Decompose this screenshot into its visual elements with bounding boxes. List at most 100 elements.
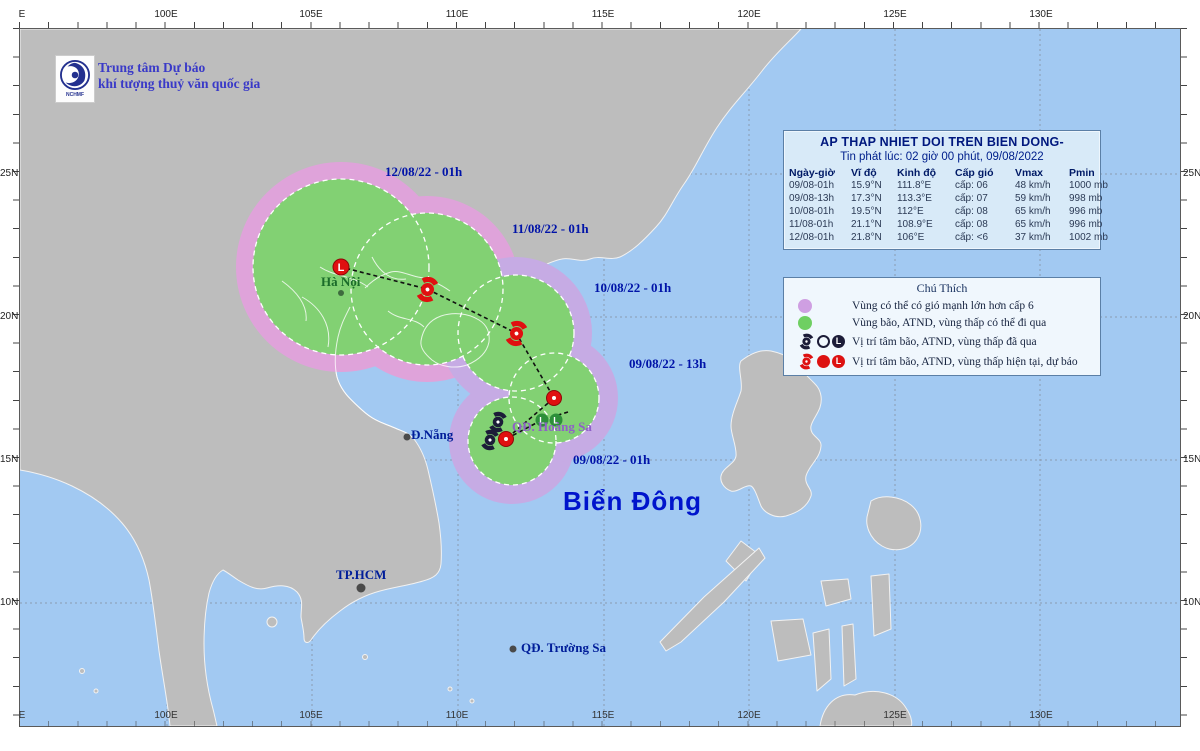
bulletin-table-cell: 111.8°E — [897, 180, 932, 191]
lon-label: 130E — [1029, 9, 1053, 20]
lat-ticks-right — [1181, 28, 1187, 727]
legend-box: Chú Thích Vùng có thể có gió mạnh lớn hơ… — [783, 277, 1101, 376]
bulletin-table-body: 09/08-01h 15.9°N 111.8°E cấp: 06 48 km/h 1000… — [789, 179, 1108, 244]
bulletin-table-cell: 37 km/h — [1015, 232, 1051, 243]
bulletin-table-cell: 19.5°N — [851, 206, 882, 217]
lon-ticks-bottom — [19, 721, 1181, 727]
bulletin-table-cell: cấp: 08 — [955, 219, 988, 230]
bulletin-table-cell: 21.8°N — [851, 232, 882, 243]
bulletin-table-cell: 106°E — [897, 232, 925, 243]
legend-label: Vị trí tâm bão, ATND, vùng thấp hiện tại… — [852, 355, 1078, 368]
legend-item: Vùng bão, ATND, vùng thấp có thể đi qua — [790, 316, 1094, 330]
lon-label: 110E — [445, 710, 469, 721]
track-date-label: 09/08/22 - 01h — [573, 452, 651, 467]
track-date-label: 12/08/22 - 01h — [385, 164, 463, 179]
past-low-icon: L — [549, 413, 563, 427]
past-low-icon: L — [535, 413, 549, 427]
lat-ticks-left — [13, 28, 19, 727]
forecast-atnd-icon — [546, 390, 562, 406]
lon-ticks-top — [19, 22, 1181, 28]
track-date-label: 10/08/22 - 01h — [594, 280, 672, 295]
legend-label: Vùng bão, ATND, vùng thấp có thể đi qua — [852, 317, 1047, 329]
bulletin-table-cell: 998 mb — [1069, 193, 1103, 204]
bulletin-column-header: Vĩ độ — [851, 167, 877, 179]
bulletin-table-cell: 996 mb — [1069, 206, 1103, 217]
bulletin-table-header: Ngày-giờ Vĩ độ Kinh độ Cấp gió Vmax Pmin — [789, 167, 1095, 179]
legend-label: Vị trí tâm bão, ATND, vùng thấp đã qua — [852, 335, 1037, 348]
lon-label: 130E — [1029, 710, 1053, 721]
city-label: Hà Nội — [321, 274, 361, 289]
bulletin-info-box: AP THAP NHIET DOI TREN BIEN DONG- Tin ph… — [783, 130, 1108, 250]
bulletin-table-row: 10/08-01h 19.5°N 112°E cấp: 08 65 km/h 996 mb — [789, 205, 1102, 218]
bulletin-table-cell: 11/08-01h — [789, 219, 834, 230]
past-low-icon: L — [832, 335, 845, 348]
bulletin-table-row: 09/08-13h 17.3°N 113.3°E cấp: 07 59 km/h 998 … — [789, 192, 1102, 205]
current-atnd-icon — [817, 355, 830, 368]
lat-label: 10N — [1183, 597, 1200, 608]
bulletin-column-header: Ngày-giờ — [789, 167, 835, 179]
uncertainty-circles — [252, 178, 600, 486]
city-label: QĐ. Trường Sa — [521, 640, 606, 655]
bulletin-table-cell: 108.9°E — [897, 219, 933, 230]
agency-name: Trung tâm Dự báo khí tượng thuỷ văn quốc… — [98, 60, 260, 92]
city-label: QĐ. Hoàng Sa — [512, 419, 592, 434]
legend-item: Vùng có thể có gió mạnh lớn hơn cấp 6 — [790, 299, 1094, 313]
bulletin-title: AP THAP NHIET DOI TREN BIEN DONG- — [820, 135, 1064, 149]
bulletin-table-cell: 112°E — [897, 206, 924, 217]
track-date-label: 09/08/22 - 13h — [629, 356, 707, 371]
bulletin-column-header: Cấp gió — [955, 167, 994, 179]
past-storm-icon — [798, 333, 815, 350]
lat-label: 10N — [0, 597, 19, 608]
city-label: Đ.Nẵng — [411, 427, 454, 442]
lat-label: 20N — [0, 311, 19, 322]
bulletin-table-cell: 12/08-01h — [789, 232, 835, 243]
lon-label: 105E — [299, 710, 323, 721]
lon-label: E — [18, 710, 26, 721]
legend-item: L Vị trí tâm bão, ATND, vùng thấp hiện t… — [790, 353, 1094, 370]
lon-label: 110E — [445, 9, 469, 20]
forecast-low-icon: L — [332, 258, 350, 276]
cyclone-logo-icon — [60, 60, 90, 90]
lat-label: 15N — [0, 454, 19, 465]
map-canvas: L L L — [20, 29, 1180, 726]
legend-label: Vùng có thể có gió mạnh lớn hơn cấp 6 — [852, 300, 1034, 312]
svg-text:L: L — [539, 416, 545, 426]
bulletin-column-header: Kinh độ — [897, 167, 937, 179]
wind-area-swatch-icon — [798, 299, 812, 313]
lon-label: 105E — [299, 9, 323, 20]
bulletin-table-cell: 1000 mb — [1069, 180, 1108, 191]
agency-logo: NCHMF — [55, 55, 95, 103]
svg-text:L: L — [553, 416, 559, 426]
weather-map: L L L — [19, 28, 1181, 727]
hcm-dot — [356, 583, 366, 593]
bulletin-table-row: 12/08-01h 21.8°N 106°E cấp: <6 37 km/h 1002 m… — [789, 231, 1108, 244]
lon-label: E — [18, 9, 26, 20]
bulletin-table-cell: 10/08-01h — [789, 206, 835, 217]
agency-name-line1: Trung tâm Dự báo — [98, 60, 206, 75]
bulletin-table-cell: 09/08-13h — [789, 193, 835, 204]
track-date-label: 11/08/22 - 01h — [512, 221, 589, 236]
bulletin-table-cell: 113.3°E — [897, 193, 932, 204]
legend-item: L Vị trí tâm bão, ATND, vùng thấp đã qua — [790, 333, 1094, 350]
lon-label: 125E — [883, 710, 907, 721]
bulletin-table-cell: 1002 mb — [1069, 232, 1108, 243]
lon-label: 115E — [591, 9, 615, 20]
past-atnd-icon — [817, 335, 830, 348]
danang-dot — [403, 433, 411, 441]
agency-name-line2: khí tượng thuỷ văn quốc gia — [98, 76, 261, 91]
bulletin-table-row: 11/08-01h 21.1°N 108.9°E cấp: 08 65 km/h 996 … — [789, 218, 1102, 231]
logo-caption: NCHMF — [65, 92, 85, 98]
hanoi-dot — [338, 290, 344, 296]
lon-label: 125E — [883, 9, 907, 20]
lon-label: 115E — [591, 710, 615, 721]
bulletin-table-cell: cấp: 06 — [955, 180, 988, 191]
bulletin-column-header: Pmin — [1069, 167, 1095, 179]
sea-name-label: Biển Đông — [563, 486, 702, 516]
legend-title: Chú Thích — [916, 281, 968, 295]
bulletin-column-header: Vmax — [1015, 167, 1044, 179]
lat-label: 20N — [1183, 311, 1200, 322]
pass-area-swatch-icon — [798, 316, 812, 330]
bulletin-table-cell: 15.9°N — [851, 180, 882, 191]
lat-label: 25N — [0, 168, 19, 179]
lon-label: 120E — [737, 9, 761, 20]
